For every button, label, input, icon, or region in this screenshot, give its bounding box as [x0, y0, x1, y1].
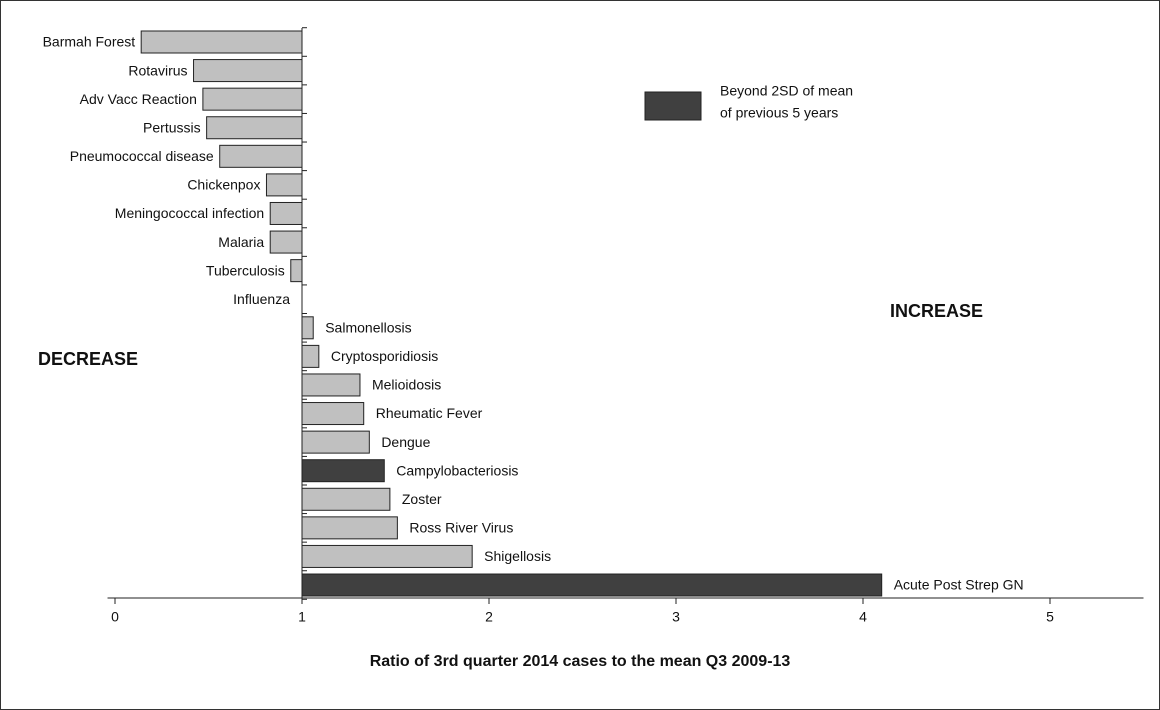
bar	[301, 516, 398, 540]
bar-label: Acute Post Strep GN	[894, 577, 1024, 593]
bar-label: Meningococcal infection	[115, 205, 264, 221]
bar-label: Melioidosis	[372, 377, 441, 393]
legend-label: of previous 5 years	[720, 105, 838, 121]
x-tick-label: 1	[298, 609, 306, 625]
x-tick-label: 4	[859, 609, 867, 625]
bar-label: Ross River Virus	[409, 520, 513, 536]
bar	[202, 87, 303, 111]
bar	[301, 373, 361, 397]
annotation: INCREASE	[890, 301, 983, 321]
bar-label: Chickenpox	[187, 177, 260, 193]
bar	[301, 487, 391, 511]
bar-label: Pneumococcal disease	[70, 148, 214, 164]
bar	[206, 116, 303, 140]
x-tick-label: 3	[672, 609, 680, 625]
bar-label: Rotavirus	[128, 62, 187, 78]
legend-swatch	[644, 91, 702, 121]
bar-label: Cryptosporidiosis	[331, 348, 438, 364]
bar	[301, 544, 473, 568]
bar-label: Rheumatic Fever	[376, 405, 483, 421]
x-tick-label: 0	[111, 609, 119, 625]
bar-label: Campylobacteriosis	[396, 462, 518, 478]
bar	[301, 316, 314, 340]
bar	[265, 173, 303, 197]
x-axis-label: Ratio of 3rd quarter 2014 cases to the m…	[370, 653, 791, 670]
bar	[140, 30, 303, 54]
bar-label: Zoster	[402, 491, 442, 507]
bar	[301, 402, 365, 426]
bar	[290, 259, 303, 283]
bar-label: Dengue	[381, 434, 430, 450]
bar	[193, 59, 303, 83]
bar	[301, 344, 320, 368]
legend-label: Beyond 2SD of mean	[720, 83, 853, 99]
bar-label: Tuberculosis	[206, 262, 285, 278]
bar-label: Barmah Forest	[43, 34, 136, 50]
bar-label: Adv Vacc Reaction	[80, 91, 197, 107]
bar	[269, 201, 303, 225]
bar-label: Pertussis	[143, 119, 201, 135]
bar-label: Salmonellosis	[325, 320, 411, 336]
bar-label: Shigellosis	[484, 548, 551, 564]
bar	[301, 430, 370, 454]
bar-label: Malaria	[218, 234, 264, 250]
bar	[301, 573, 883, 597]
x-tick-label: 2	[485, 609, 493, 625]
x-tick-label: 5	[1046, 609, 1054, 625]
bar-label: Influenza	[233, 291, 290, 307]
bar	[219, 144, 303, 168]
annotation: DECREASE	[38, 349, 138, 369]
bar	[269, 230, 303, 254]
bar	[301, 459, 385, 483]
